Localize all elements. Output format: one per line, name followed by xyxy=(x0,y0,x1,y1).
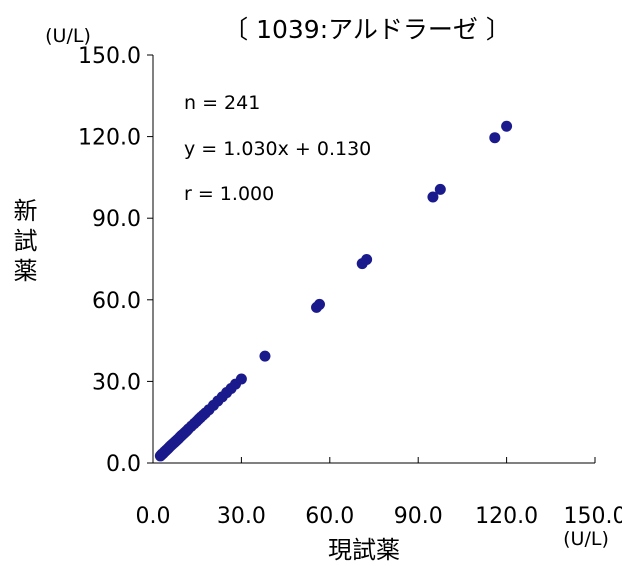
y-tick-label: 30.0 xyxy=(92,370,141,395)
y-ticks: 0.0 30.0 60.0 90.0 120.0 150.0 xyxy=(78,44,153,477)
y-axis-unit: (U/L) xyxy=(45,25,91,47)
x-tick-label: 0.0 xyxy=(136,504,171,529)
x-ticks: 0.0 30.0 60.0 90.0 120.0 150.0 xyxy=(136,457,622,529)
y-tick-label: 90.0 xyxy=(92,207,141,232)
annotation-n: n = 241 xyxy=(184,92,260,114)
data-points xyxy=(154,120,513,462)
data-point xyxy=(259,350,271,362)
y-axis-label: 新試薬 xyxy=(9,198,37,288)
x-tick-label: 60.0 xyxy=(305,504,354,529)
x-tick-label: 120.0 xyxy=(475,504,538,529)
annotation-equation: y = 1.030x + 0.130 xyxy=(184,138,371,160)
x-axis-label: 現試薬 xyxy=(328,536,400,564)
data-point xyxy=(235,373,247,385)
data-point xyxy=(427,191,439,203)
data-point xyxy=(361,254,373,266)
x-tick-label: 90.0 xyxy=(394,504,443,529)
x-tick-label: 150.0 xyxy=(564,504,622,529)
chart-title: 〔 1039:アルドラーゼ 〕 xyxy=(223,15,511,44)
y-tick-label: 150.0 xyxy=(78,44,141,69)
annotation-r: r = 1.000 xyxy=(184,183,274,205)
data-point xyxy=(313,298,325,310)
y-tick-label: 60.0 xyxy=(92,289,141,314)
y-tick-label: 120.0 xyxy=(78,126,141,151)
data-point xyxy=(489,132,501,144)
x-axis-unit: (U/L) xyxy=(563,528,609,550)
data-point xyxy=(501,120,513,132)
y-tick-label: 0.0 xyxy=(106,452,141,477)
x-tick-label: 30.0 xyxy=(217,504,266,529)
data-point xyxy=(434,183,446,195)
